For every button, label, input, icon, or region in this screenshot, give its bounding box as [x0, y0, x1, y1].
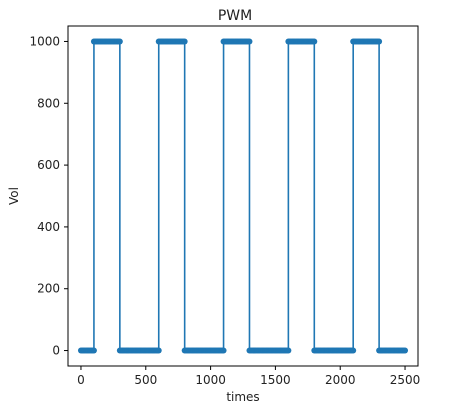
data-point	[246, 38, 253, 45]
x-tick-label: 1500	[260, 373, 291, 387]
data-point	[90, 347, 97, 354]
y-tick-label: 0	[52, 344, 60, 358]
x-axis: 0 500 1000 1500 2000 2500	[77, 366, 420, 387]
data-point	[220, 347, 227, 354]
y-axis: 0 200 400 600 800 1000	[29, 34, 68, 358]
data-point	[376, 38, 383, 45]
x-tick-label: 2000	[325, 373, 356, 387]
y-tick-label: 600	[37, 158, 60, 172]
y-tick-label: 400	[37, 220, 60, 234]
data-point	[116, 38, 123, 45]
data-point	[402, 347, 409, 354]
data-point	[155, 347, 162, 354]
chart-title: PWM	[218, 8, 252, 24]
x-tick-label: 2500	[390, 373, 421, 387]
x-tick-label: 0	[77, 373, 85, 387]
plot-frame	[67, 25, 419, 367]
data-point	[350, 347, 357, 354]
x-tick-label: 500	[134, 373, 157, 387]
y-tick-label: 200	[37, 282, 60, 296]
y-tick-label: 1000	[29, 34, 60, 48]
plot-area	[77, 38, 409, 354]
y-tick-label: 800	[37, 96, 60, 110]
series-line	[80, 40, 406, 352]
data-point	[181, 38, 188, 45]
x-tick-label: 1000	[195, 373, 226, 387]
data-point	[285, 347, 292, 354]
data-point	[311, 38, 318, 45]
x-axis-label: times	[226, 390, 259, 404]
y-axis-label: Vol	[7, 187, 21, 205]
